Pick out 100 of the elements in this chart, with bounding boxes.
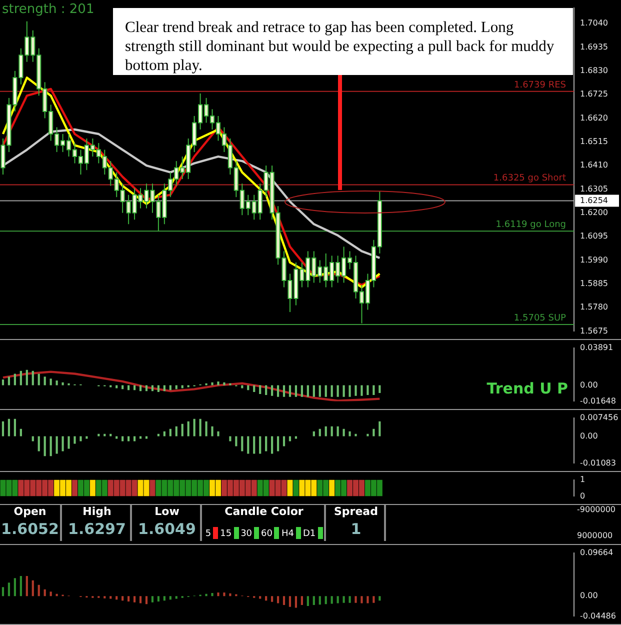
y-tick-label: 1.7040 <box>580 18 608 28</box>
bar <box>50 592 52 596</box>
bar <box>265 436 268 452</box>
bar <box>318 385 321 397</box>
bar <box>133 385 136 390</box>
bar <box>282 436 286 446</box>
data-label: 1.6297 <box>67 519 127 539</box>
bar <box>38 436 40 452</box>
y-tick-label: -0.01648 <box>580 396 616 406</box>
bar <box>276 385 280 397</box>
y-tick-label: 1.6200 <box>580 208 608 217</box>
bar <box>300 385 303 397</box>
bar <box>44 589 46 596</box>
bar <box>175 596 178 599</box>
bar <box>128 436 130 442</box>
bar <box>306 596 309 606</box>
bar <box>217 381 220 386</box>
bar <box>32 436 34 442</box>
y-tick-label: 1.6830 <box>580 66 608 75</box>
bar <box>157 434 160 436</box>
bar <box>282 596 286 606</box>
bar <box>50 378 52 386</box>
y-tick-label: 1.6254 <box>580 196 608 205</box>
y-tick-label: 0.00 <box>580 431 598 440</box>
bar <box>288 385 292 397</box>
bar <box>372 428 375 436</box>
y-tick-label: 0.03891 <box>580 342 614 352</box>
y-tick-label: 0.00 <box>580 380 598 390</box>
category-label: -9000000 <box>577 505 616 514</box>
bar <box>342 596 345 603</box>
bar <box>360 596 363 604</box>
text: H4 <box>281 529 294 539</box>
bar <box>26 576 28 596</box>
y-tick-label: 0.09664 <box>580 548 614 557</box>
bar <box>217 431 220 436</box>
bar <box>366 434 369 436</box>
bar <box>2 587 4 596</box>
bar <box>116 596 118 600</box>
bar <box>163 385 166 392</box>
bar <box>276 596 280 604</box>
y-tick-label: 1.5885 <box>580 278 608 288</box>
bar <box>181 424 184 436</box>
bar <box>2 380 4 386</box>
bar <box>32 370 34 386</box>
bar <box>241 436 244 452</box>
bar <box>312 431 315 436</box>
text: 15 <box>220 529 232 539</box>
bar <box>50 436 52 456</box>
bar <box>223 382 226 386</box>
bar <box>139 385 142 392</box>
data-label: 1.6049 <box>137 519 197 539</box>
bar <box>282 385 286 397</box>
bar <box>330 385 333 397</box>
bar <box>253 385 256 392</box>
ref-line-label: 1.6119 go Long <box>496 220 566 230</box>
y-tick-label: 1.6095 <box>580 232 608 241</box>
bar <box>294 596 298 608</box>
bar <box>348 385 351 397</box>
bar <box>74 436 76 444</box>
bar <box>169 385 172 390</box>
bar <box>187 421 190 436</box>
category-label: High <box>82 505 112 519</box>
bar <box>324 426 327 436</box>
bar <box>294 385 298 397</box>
bar <box>62 436 64 452</box>
ref-line-label: 1.6739 RES <box>514 80 566 90</box>
bar <box>348 431 351 436</box>
bar <box>44 376 46 386</box>
bar <box>265 385 268 395</box>
category-label: Open <box>12 505 48 519</box>
bar <box>199 418 202 436</box>
bar <box>253 436 256 454</box>
bar <box>229 436 232 442</box>
category-label: Candle Color <box>224 505 304 519</box>
bar <box>247 385 250 390</box>
bar <box>38 584 40 596</box>
bar <box>360 385 363 396</box>
y-tick-label: 1.6725 <box>580 90 608 99</box>
bar <box>14 418 16 436</box>
bar <box>80 436 82 442</box>
bar <box>378 596 381 601</box>
bar <box>211 382 214 386</box>
bar <box>378 385 381 394</box>
bar <box>14 578 16 596</box>
category-label: Spread <box>333 505 379 519</box>
bar <box>128 596 130 602</box>
bar <box>372 385 375 395</box>
text: D1 <box>302 529 316 539</box>
annotation: Trend U P <box>486 380 568 398</box>
chart-title: strength : 201 <box>2 2 94 17</box>
y-tick-label: -0.01083 <box>580 458 616 468</box>
bar <box>259 436 262 454</box>
bar <box>312 596 315 606</box>
bar <box>151 596 154 602</box>
bar <box>330 596 333 604</box>
bar <box>169 428 172 436</box>
bar <box>68 436 70 449</box>
text: 5 <box>205 529 212 539</box>
y-tick-label: 0 <box>580 491 586 500</box>
y-tick-label: 1.6515 <box>580 136 608 146</box>
